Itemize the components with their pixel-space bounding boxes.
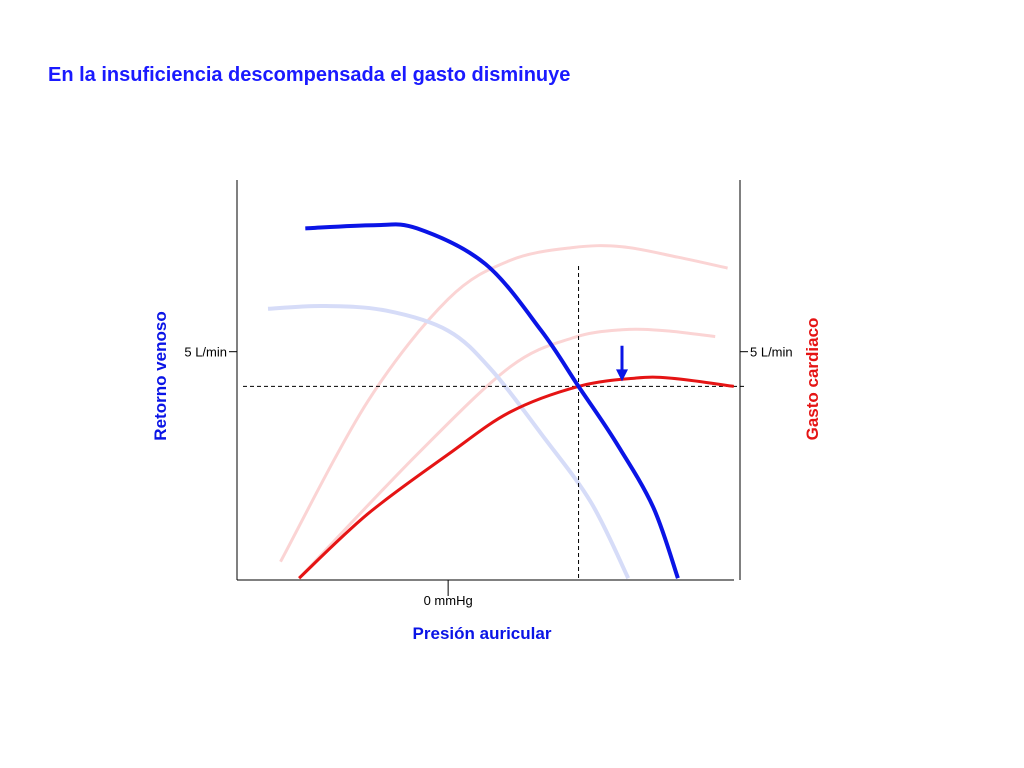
axes <box>229 180 748 596</box>
series-line-venous-current <box>305 222 680 579</box>
left-y-tick-label: 5 L/min <box>184 345 227 360</box>
series-line-cardiac-faded-mid <box>298 327 716 580</box>
slide-title: En la insuficiencia descompensada el gas… <box>48 64 571 86</box>
right-y-axis-label: Gasto cardiaco <box>803 318 822 441</box>
faded-curves <box>267 244 728 580</box>
series-line-venous-faded <box>267 303 630 580</box>
equilibrium-guides <box>243 266 746 580</box>
current-curves <box>298 222 735 580</box>
axis-labels: 0 mmHg 5 L/min 5 L/min Presión auricular Ret… <box>151 311 822 643</box>
down-arrow-icon <box>616 369 629 382</box>
x-tick-label: 0 mmHg <box>424 593 473 608</box>
series-line-cardiac-faded-high <box>279 244 728 563</box>
x-axis-label: Presión auricular <box>413 624 552 643</box>
series-line-cardiac-current <box>298 375 735 580</box>
left-y-axis-label: Retorno venoso <box>151 311 170 440</box>
right-y-tick-label: 5 L/min <box>750 345 793 360</box>
